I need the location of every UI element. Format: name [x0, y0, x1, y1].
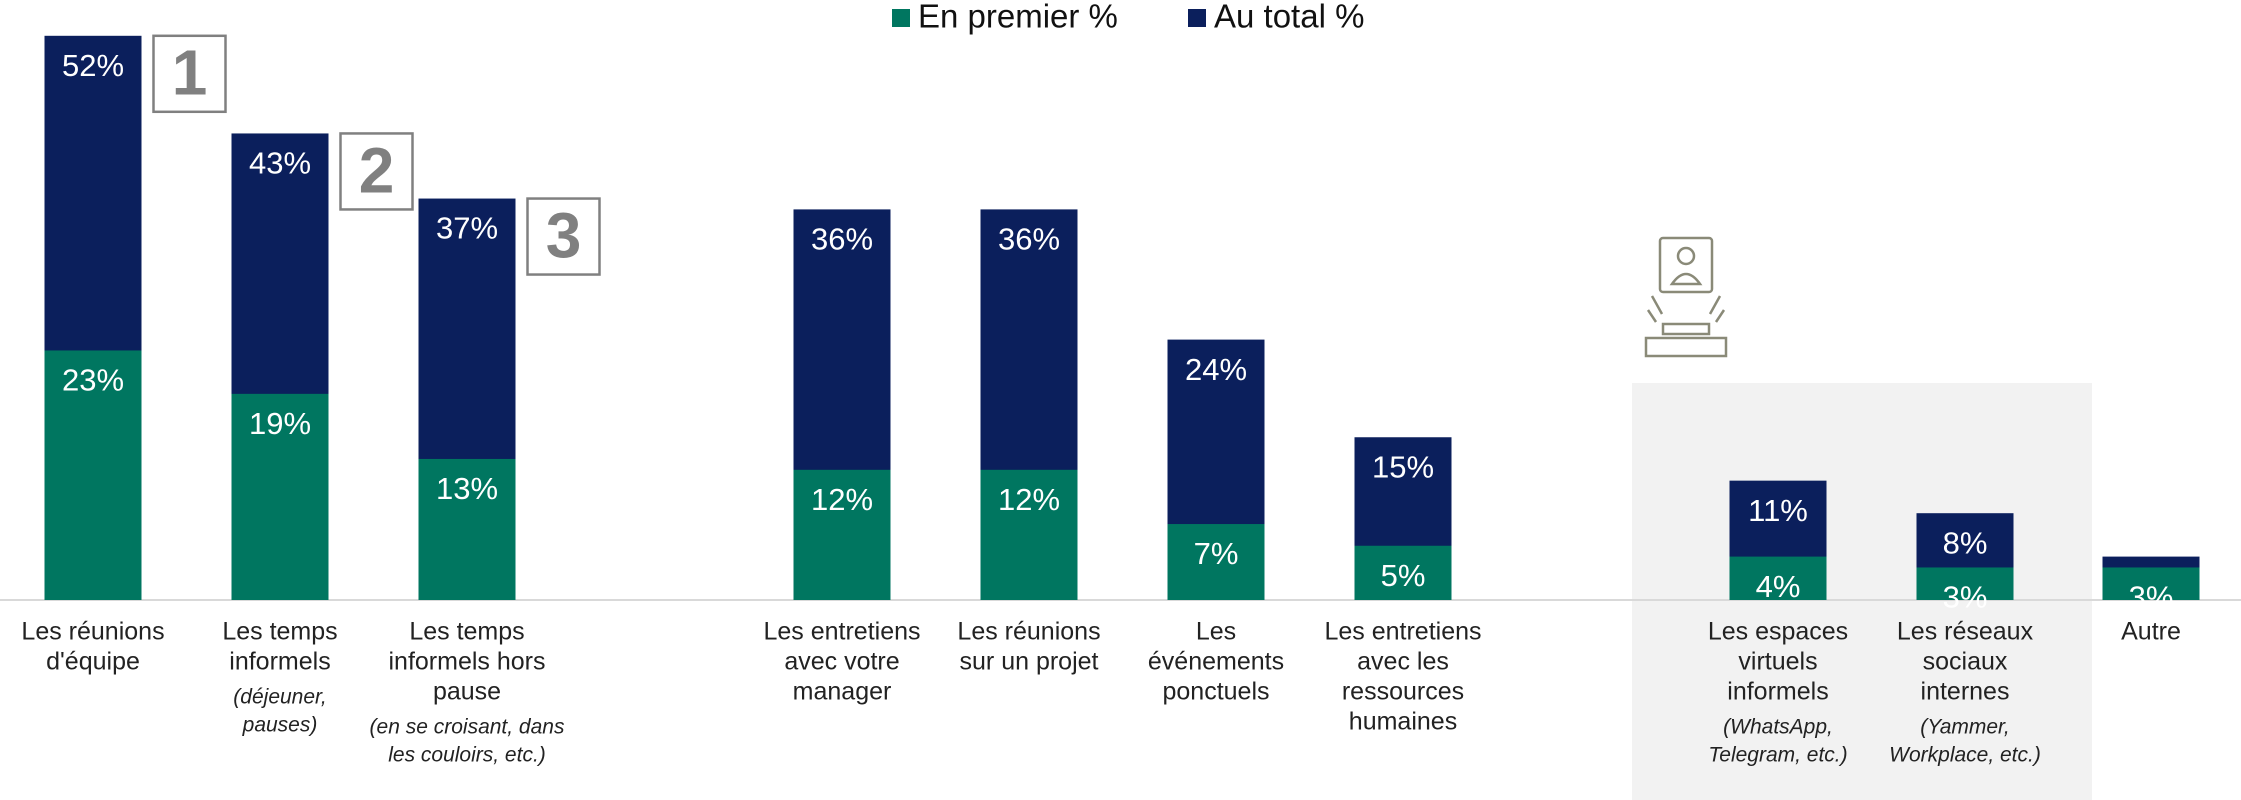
- value-label: 7%: [1194, 536, 1239, 571]
- value-label: 12%: [998, 482, 1060, 517]
- category-label: informels: [229, 648, 330, 676]
- category-label: sur un projet: [960, 648, 1099, 676]
- value-label: 13%: [436, 471, 498, 506]
- category-label: pause: [433, 678, 501, 706]
- category-label: Les entretiens: [763, 618, 920, 646]
- value-label: 43%: [249, 146, 311, 181]
- category-label: virtuels: [1738, 648, 1817, 676]
- category-label: d'équipe: [46, 648, 140, 676]
- value-label: 4%: [1756, 569, 1801, 604]
- category-label: sociaux: [1923, 648, 2008, 676]
- rank-number: 3: [546, 199, 582, 271]
- value-label: 23%: [62, 363, 124, 398]
- rank-box: [526, 197, 601, 276]
- value-label: 5%: [1381, 558, 1426, 593]
- category-label: Les temps: [409, 618, 524, 646]
- category-note: (Yammer,: [1920, 716, 2009, 739]
- legend-label: Au total %: [1214, 0, 1364, 35]
- category-label: Les réseaux: [1897, 618, 2034, 646]
- category-label: Autre: [2121, 618, 2181, 646]
- bar: [980, 469, 1078, 600]
- value-label: 36%: [811, 222, 873, 257]
- value-label: 12%: [811, 482, 873, 517]
- value-label: 8%: [1943, 525, 1988, 560]
- category-label: avec les: [1357, 648, 1449, 676]
- rank-number: 2: [359, 134, 395, 206]
- category-label: humaines: [1349, 708, 1457, 736]
- digital-panel: [1632, 383, 2092, 800]
- bar: [793, 469, 891, 600]
- value-label: 37%: [436, 211, 498, 246]
- category-label: Les réunions: [957, 618, 1100, 646]
- category-label: Les espaces: [1708, 618, 1848, 646]
- category-label: Les: [1196, 618, 1236, 646]
- category-label: ponctuels: [1162, 678, 1269, 706]
- category-note: Workplace, etc.): [1889, 744, 2041, 767]
- legend-swatch: [892, 9, 910, 27]
- legend-swatch: [1188, 9, 1206, 27]
- value-label: 11%: [1748, 493, 1808, 528]
- category-label: Les entretiens: [1324, 618, 1481, 646]
- value-label: 3%: [2129, 580, 2174, 615]
- category-note: (en se croisant, dans: [370, 716, 565, 739]
- category-label: informels: [1727, 678, 1828, 706]
- value-label: 36%: [998, 222, 1060, 257]
- category-note: Telegram, etc.): [1708, 744, 1847, 767]
- value-label: 24%: [1185, 352, 1247, 387]
- rank-box: [152, 34, 227, 114]
- bar: [1167, 524, 1265, 600]
- value-label: 52%: [62, 48, 124, 83]
- rank-box: [339, 132, 414, 211]
- value-label: 15%: [1372, 449, 1434, 484]
- category-note: (déjeuner,: [233, 686, 326, 709]
- value-label: 3%: [1943, 580, 1988, 615]
- bar: [2102, 567, 2200, 600]
- category-label: avec votre: [784, 648, 899, 676]
- bar: [418, 458, 516, 600]
- screen-icon: [1644, 236, 1728, 358]
- rank-number: 1: [172, 37, 208, 109]
- bar: [44, 350, 142, 600]
- category-label: ressources: [1342, 678, 1464, 706]
- category-note: les couloirs, etc.): [388, 744, 546, 767]
- category-note: pauses): [242, 714, 318, 737]
- category-label: événements: [1148, 648, 1284, 676]
- value-label: 19%: [249, 406, 311, 441]
- category-label: informels hors: [389, 648, 546, 676]
- bar: [1916, 567, 2014, 600]
- category-label: internes: [1921, 678, 2010, 706]
- category-label: Les réunions: [21, 618, 164, 646]
- bar: [1354, 545, 1452, 600]
- category-note: (WhatsApp,: [1723, 716, 1833, 739]
- bar: [231, 393, 329, 600]
- category-label: manager: [793, 678, 892, 706]
- category-label: Les temps: [222, 618, 337, 646]
- legend-label: En premier %: [918, 0, 1118, 35]
- bar: [1729, 556, 1827, 600]
